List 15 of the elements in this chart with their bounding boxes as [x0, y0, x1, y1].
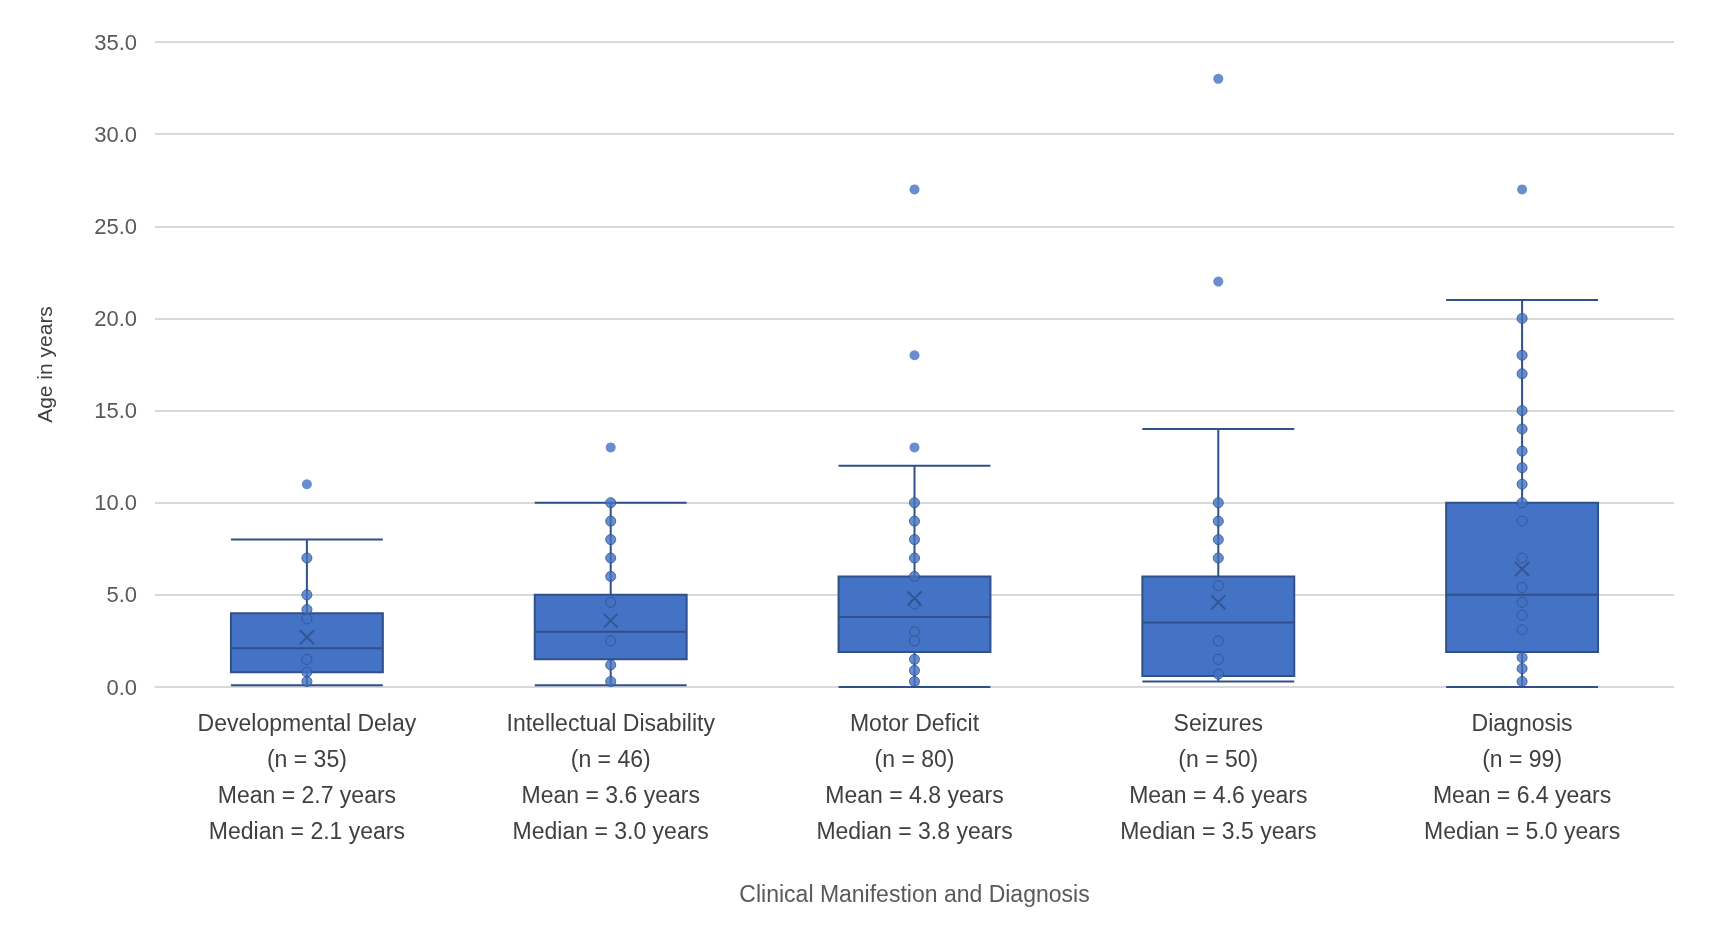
- y-tick-label: 15.0: [94, 398, 137, 424]
- x-tick-label: Seizures (n = 50) Mean = 4.6 years Median = 3.5 years: [1120, 710, 1317, 844]
- x-axis-title: Clinical Manifestion and Diagnosis: [739, 880, 1090, 907]
- y-tick-label: 5.0: [106, 582, 137, 608]
- y-tick-label: 0.0: [106, 674, 137, 700]
- y-tick-label: 35.0: [94, 29, 137, 55]
- x-tick-label: Motor Deficit (n = 80) Mean = 4.8 years Median = 3.8 years: [816, 710, 1013, 844]
- y-tick-label: 10.0: [94, 490, 137, 516]
- y-axis-title: Age in years: [33, 306, 56, 423]
- y-tick-label: 25.0: [94, 213, 137, 239]
- x-tick-label: Diagnosis (n = 99) Mean = 6.4 years Median = 5.0 years: [1423, 710, 1621, 844]
- y-tick-label: 20.0: [94, 305, 137, 331]
- x-tick-label: Developmental Delay (n = 35) Mean = 2.7 years Median = 2.1 years: [197, 710, 417, 844]
- y-tick-label: 30.0: [94, 121, 137, 147]
- x-tick-label: Intellectual Disability (n = 46) Mean = 3.6 years Median = 3.0 years: [506, 710, 716, 844]
